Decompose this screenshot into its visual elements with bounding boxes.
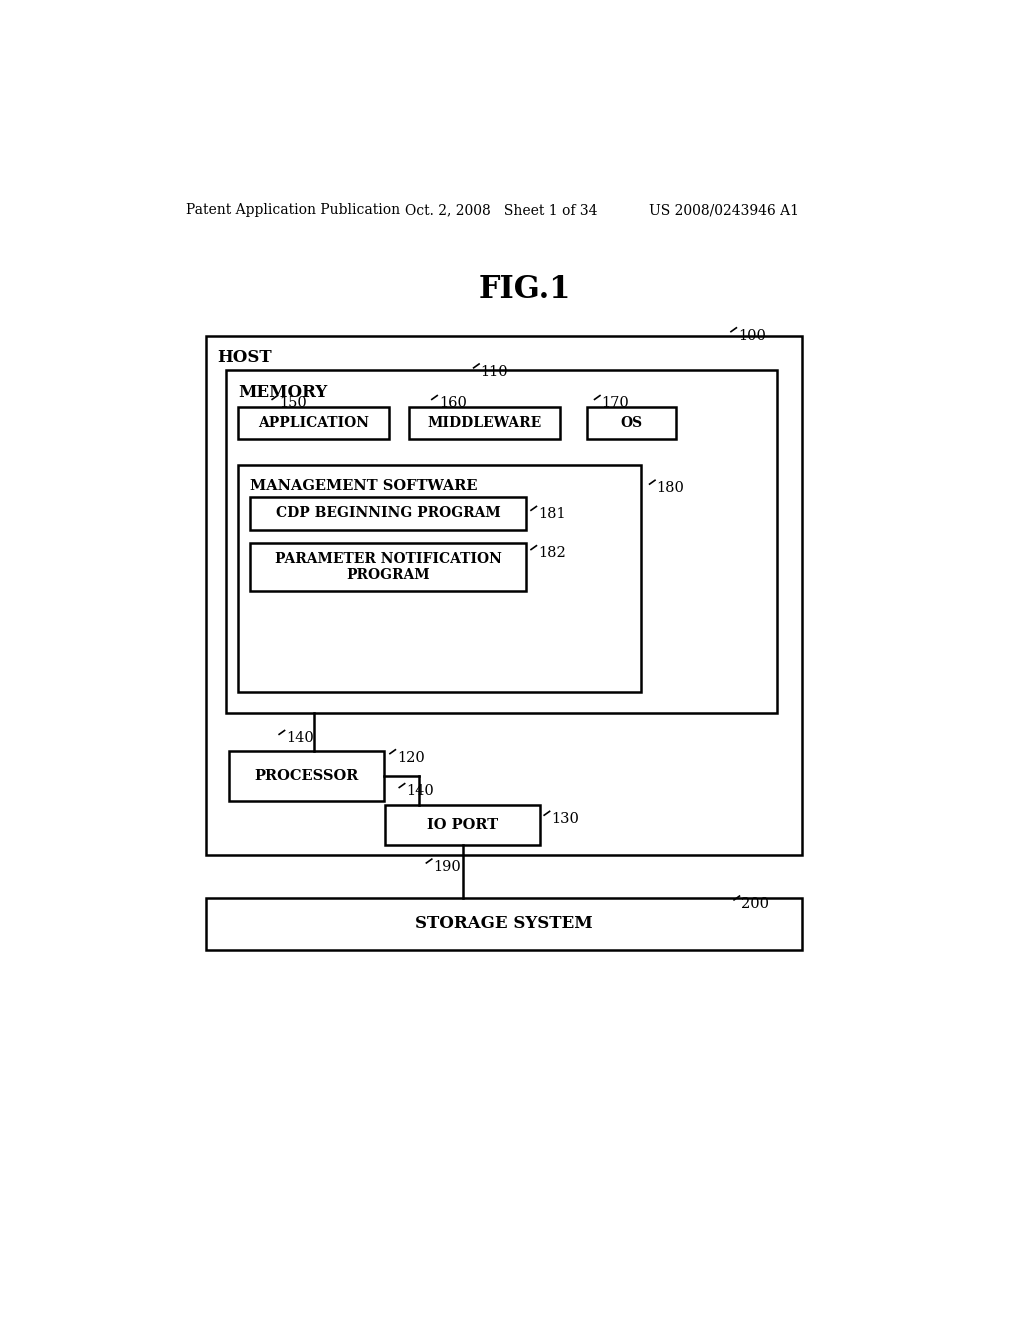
Bar — [587, 407, 676, 440]
Text: 100: 100 — [738, 329, 766, 343]
Bar — [206, 898, 802, 950]
Text: Patent Application Publication: Patent Application Publication — [186, 203, 400, 216]
Text: Oct. 2, 2008   Sheet 1 of 34: Oct. 2, 2008 Sheet 1 of 34 — [406, 203, 598, 216]
Text: MEMORY: MEMORY — [238, 384, 328, 401]
Text: PARAMETER NOTIFICATION
PROGRAM: PARAMETER NOTIFICATION PROGRAM — [274, 552, 502, 582]
Bar — [238, 465, 641, 692]
Text: OS: OS — [621, 416, 642, 430]
Text: APPLICATION: APPLICATION — [258, 416, 369, 430]
Text: 140: 140 — [407, 784, 434, 799]
Text: 181: 181 — [538, 507, 565, 521]
Text: 200: 200 — [741, 896, 769, 911]
Bar — [206, 335, 802, 855]
Text: 150: 150 — [280, 396, 307, 411]
Bar — [226, 370, 777, 713]
Text: STORAGE SYSTEM: STORAGE SYSTEM — [415, 915, 593, 932]
Text: MANAGEMENT SOFTWARE: MANAGEMENT SOFTWARE — [251, 479, 478, 494]
Text: FIG.1: FIG.1 — [478, 275, 571, 305]
Text: IO PORT: IO PORT — [427, 818, 499, 832]
Text: 180: 180 — [656, 480, 684, 495]
Text: 170: 170 — [601, 396, 630, 411]
Bar — [251, 544, 525, 591]
Bar — [385, 805, 541, 845]
Text: 140: 140 — [286, 731, 313, 746]
Bar — [238, 407, 389, 440]
Text: 182: 182 — [538, 546, 565, 561]
Bar — [409, 407, 560, 440]
Text: CDP BEGINNING PROGRAM: CDP BEGINNING PROGRAM — [275, 507, 501, 520]
Text: 110: 110 — [480, 364, 508, 379]
Text: 160: 160 — [438, 396, 467, 411]
Text: MIDDLEWARE: MIDDLEWARE — [427, 416, 542, 430]
Bar — [251, 498, 525, 529]
Text: HOST: HOST — [217, 350, 271, 367]
Text: 190: 190 — [433, 859, 461, 874]
Text: PROCESSOR: PROCESSOR — [254, 770, 358, 783]
Text: 130: 130 — [551, 812, 579, 826]
Text: US 2008/0243946 A1: US 2008/0243946 A1 — [649, 203, 799, 216]
Text: 120: 120 — [397, 751, 425, 764]
Bar — [228, 751, 384, 801]
